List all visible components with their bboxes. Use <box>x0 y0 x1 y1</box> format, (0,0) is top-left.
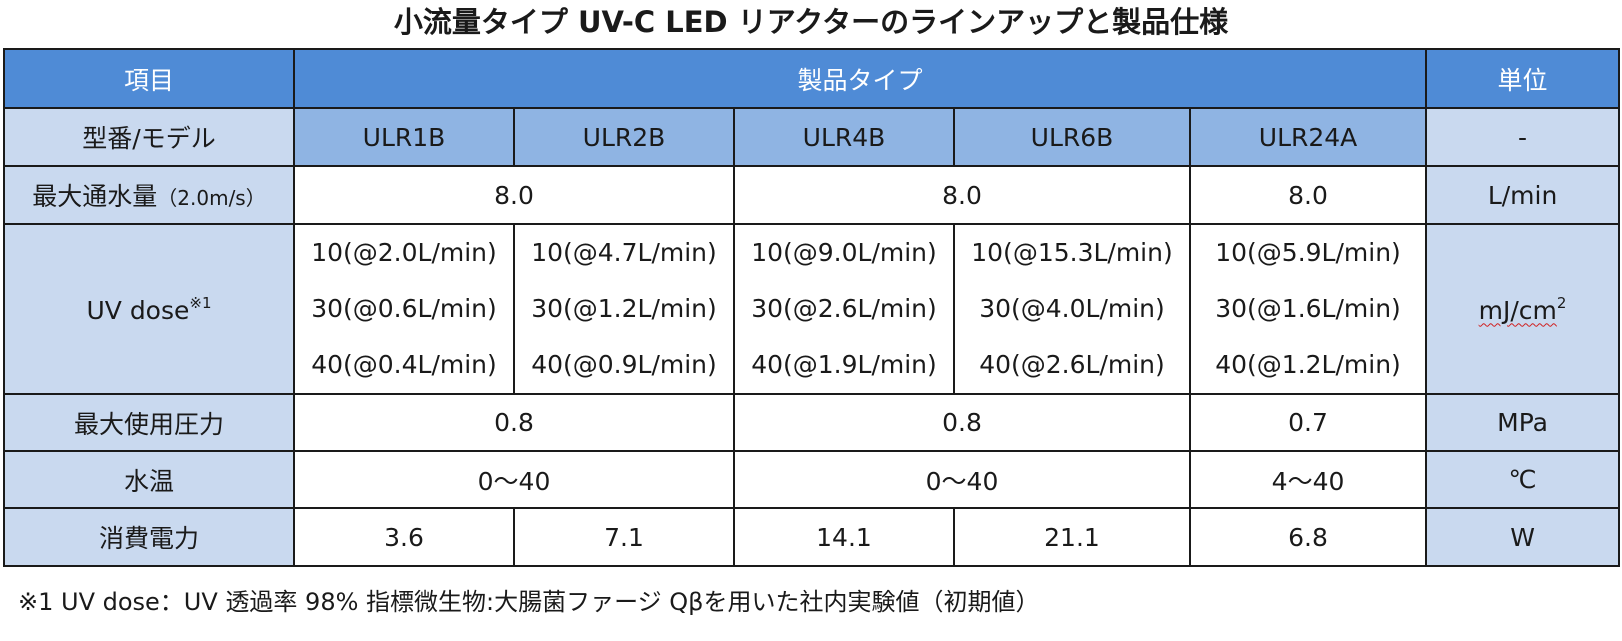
model-cell: ULR24A <box>1188 107 1428 167</box>
uv-dose-label-text: UV dose <box>86 295 190 325</box>
uv-dose-value: 40(@0.9L/min) <box>531 350 717 379</box>
footnote: ※1 UV dose：UV 透過率 98% 指標微生物:大腸菌ファージ Qβを用… <box>18 588 1040 616</box>
uv-dose-row: UV dose※1 10(@2.0L/min) 30(@0.6L/min) 40… <box>3 223 1621 395</box>
water-temp-unit: ℃ <box>1425 450 1621 509</box>
max-pressure-label: 最大使用圧力 <box>3 393 295 452</box>
uv-dose-cell: 10(@15.3L/min) 30(@4.0L/min) 40(@2.6L/mi… <box>953 223 1191 395</box>
max-flow-label-sub: （2.0m/s） <box>157 186 266 210</box>
uv-dose-value: 30(@4.0L/min) <box>979 294 1165 323</box>
header-item: 項目 <box>3 48 295 109</box>
header-product-type: 製品タイプ <box>292 48 1428 109</box>
uv-dose-note-mark: ※1 <box>189 293 212 312</box>
model-cell: ULR1B <box>293 107 515 167</box>
power-value: 6.8 <box>1188 507 1428 567</box>
model-row: 型番/モデル ULR1B ULR2B ULR4B ULR6B ULR24A - <box>3 107 1621 167</box>
max-flow-value: 8.0 <box>1188 165 1428 225</box>
header-unit: 単位 <box>1425 48 1621 109</box>
power-row: 消費電力 3.6 7.1 14.1 21.1 6.8 W <box>3 507 1621 567</box>
uv-dose-value: 30(@1.6L/min) <box>1215 294 1401 323</box>
uv-dose-value: 10(@2.0L/min) <box>311 238 497 267</box>
water-temp-value: 0〜40 <box>293 450 735 509</box>
power-label: 消費電力 <box>3 507 295 567</box>
uv-dose-value: 10(@4.7L/min) <box>531 238 717 267</box>
model-cell: ULR6B <box>953 107 1191 167</box>
model-cell: ULR4B <box>733 107 955 167</box>
uv-dose-value: 40(@2.6L/min) <box>979 350 1165 379</box>
header-row: 項目 製品タイプ 単位 <box>3 48 1621 109</box>
max-flow-value: 8.0 <box>733 165 1191 225</box>
uv-dose-value: 40(@1.9L/min) <box>751 350 937 379</box>
uv-dose-unit-base: mJ/cm <box>1478 295 1557 325</box>
spec-table: 項目 製品タイプ 単位 型番/モデル ULR1B ULR2B ULR4B ULR… <box>3 48 1621 567</box>
power-value: 3.6 <box>293 507 515 567</box>
uv-dose-cell: 10(@4.7L/min) 30(@1.2L/min) 40(@0.9L/min… <box>513 223 735 395</box>
max-pressure-value: 0.8 <box>293 393 735 452</box>
power-value: 7.1 <box>513 507 735 567</box>
max-flow-label: 最大通水量（2.0m/s） <box>3 165 295 225</box>
power-value: 14.1 <box>733 507 955 567</box>
max-flow-row: 最大通水量（2.0m/s） 8.0 8.0 8.0 L/min <box>3 165 1621 225</box>
max-flow-value: 8.0 <box>293 165 735 225</box>
power-unit: W <box>1425 507 1621 567</box>
water-temp-value: 0〜40 <box>733 450 1191 509</box>
uv-dose-value: 10(@15.3L/min) <box>971 238 1173 267</box>
uv-dose-value: 10(@5.9L/min) <box>1215 238 1401 267</box>
uv-dose-cell: 10(@5.9L/min) 30(@1.6L/min) 40(@1.2L/min… <box>1188 223 1428 395</box>
model-label: 型番/モデル <box>3 107 295 167</box>
uv-dose-unit-exp: 2 <box>1556 293 1567 312</box>
water-temp-label: 水温 <box>3 450 295 509</box>
max-pressure-value: 0.7 <box>1188 393 1428 452</box>
max-pressure-value: 0.8 <box>733 393 1191 452</box>
model-unit: - <box>1425 107 1621 167</box>
page-title: 小流量タイプ UV-C LED リアクターのラインアップと製品仕様 <box>393 5 1229 39</box>
water-temp-value: 4〜40 <box>1188 450 1428 509</box>
max-flow-label-text: 最大通水量 <box>32 182 158 211</box>
power-value: 21.1 <box>953 507 1191 567</box>
uv-dose-value: 30(@2.6L/min) <box>751 294 937 323</box>
uv-dose-value: 40(@1.2L/min) <box>1215 350 1401 379</box>
uv-dose-label: UV dose※1 <box>3 223 295 395</box>
uv-dose-value: 10(@9.0L/min) <box>751 238 937 267</box>
max-pressure-row: 最大使用圧力 0.8 0.8 0.7 MPa <box>3 393 1621 452</box>
uv-dose-unit: mJ/cm2 <box>1425 223 1621 395</box>
max-pressure-unit: MPa <box>1425 393 1621 452</box>
uv-dose-value: 30(@1.2L/min) <box>531 294 717 323</box>
uv-dose-cell: 10(@2.0L/min) 30(@0.6L/min) 40(@0.4L/min… <box>293 223 515 395</box>
max-flow-unit: L/min <box>1425 165 1621 225</box>
uv-dose-value: 40(@0.4L/min) <box>311 350 497 379</box>
uv-dose-cell: 10(@9.0L/min) 30(@2.6L/min) 40(@1.9L/min… <box>733 223 955 395</box>
uv-dose-value: 30(@0.6L/min) <box>311 294 497 323</box>
water-temp-row: 水温 0〜40 0〜40 4〜40 ℃ <box>3 450 1621 509</box>
model-cell: ULR2B <box>513 107 735 167</box>
